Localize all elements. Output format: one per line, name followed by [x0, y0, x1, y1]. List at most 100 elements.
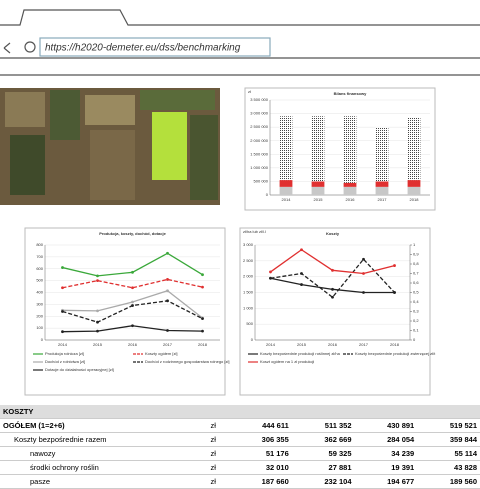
x-tick-label: 2018	[390, 342, 400, 347]
y-tick-label: 500	[36, 278, 43, 283]
table-cell: 430 891	[354, 418, 418, 433]
table-cell: środki ochrony roślin	[0, 460, 208, 475]
point	[201, 317, 204, 321]
table-cell: zł	[207, 446, 230, 461]
point	[362, 257, 365, 261]
y-tick-label: 3 500 000	[250, 97, 269, 102]
y-tick-label: 2 500 000	[250, 124, 269, 129]
chart-title: Bilans finansowy	[334, 91, 367, 96]
point	[131, 304, 134, 307]
y-tick-label: 500	[246, 321, 253, 326]
point	[131, 300, 134, 304]
y-tick-label: 0	[251, 337, 254, 342]
x-tick-label: 2014	[58, 342, 68, 347]
table-cell: 189 560	[417, 474, 480, 489]
point	[166, 289, 169, 293]
table-cell: 59 325	[291, 446, 355, 461]
point	[61, 266, 64, 269]
table-cell: Koszty bezpośrednie razem	[0, 432, 208, 447]
y-tick-label: 200	[36, 313, 43, 318]
legend-label: Dotacje do działalności operacyjnej [zł]	[45, 367, 114, 372]
y2-tick-label: 1	[413, 242, 416, 247]
y-tick-label: 2 500	[243, 258, 254, 263]
table-title: KOSZTY	[0, 405, 480, 419]
point	[131, 286, 134, 290]
x-tick-label: 2015	[297, 342, 307, 347]
bar	[407, 180, 421, 187]
table-cell: 444 611	[229, 418, 292, 433]
table-cell: zł	[207, 474, 230, 489]
browser-frame	[0, 9, 480, 76]
data-table: KOSZTY OGÓŁEM (1=2+6) zł 444 611 511 352 430 …	[0, 405, 480, 489]
table-cell: 519 521	[417, 418, 480, 433]
header-row: KOSZTY	[0, 405, 480, 419]
table-cell: 32 010	[229, 460, 292, 475]
table-cell: 27 881	[291, 460, 355, 475]
point	[166, 278, 169, 281]
y-tick-label: 0	[41, 337, 44, 342]
screenshot: https://h2020-demeter.eu/dss/benchmarkin…	[0, 9, 480, 396]
table-cell: OGÓŁEM (1=2+6)	[0, 418, 208, 433]
point	[393, 264, 396, 267]
y-tick-label: 800	[36, 242, 43, 247]
y-tick-label: 1 500 000	[250, 151, 269, 156]
point	[269, 276, 272, 280]
point	[61, 286, 64, 290]
y-tick-label: 1 000	[243, 305, 254, 310]
y-tick-label: 500 000	[254, 178, 269, 183]
table-cell: 43 828	[417, 460, 480, 475]
x-tick-label: 2017	[163, 342, 173, 347]
bar	[311, 181, 325, 187]
legend-label: Koszt ogółem na 1 zł produkcji	[260, 359, 314, 364]
point	[96, 320, 99, 324]
y2-tick-label: 0	[413, 337, 416, 342]
legend-label: Dochód z rolnictwa [zł]	[45, 359, 85, 364]
table-cell: zł	[207, 418, 230, 433]
x-tick-label: 2018	[198, 342, 208, 347]
x-tick-label: 2018	[410, 197, 420, 202]
bar	[279, 180, 293, 187]
point	[96, 274, 99, 278]
x-tick-label: 2014	[282, 197, 292, 202]
x-tick-label: 2016	[346, 197, 356, 202]
bar	[407, 117, 421, 181]
bar	[343, 116, 357, 183]
x-tick-label: 2015	[93, 342, 103, 347]
table-cell: 194 677	[354, 474, 418, 489]
point	[331, 268, 334, 272]
point	[131, 324, 134, 328]
aerial-image	[0, 88, 220, 205]
y2-tick-label: 0,3	[413, 309, 419, 314]
y2-tick-label: 0,9	[413, 252, 419, 257]
table-cell: 359 844	[417, 432, 480, 447]
legend-label: Koszty bezpośrednie produkcji roślinnej …	[260, 351, 341, 356]
bar	[279, 116, 293, 181]
y2-tick-label: 0,7	[413, 271, 419, 276]
point	[362, 272, 365, 275]
point	[331, 287, 334, 291]
y-tick-label: 3 000 000	[250, 111, 269, 116]
legend-label: Produkcja rolnicza [zł]	[45, 351, 84, 356]
table-row: pasze zł 187 660 232 104 194 677 189 560	[0, 474, 480, 489]
bar	[311, 116, 325, 182]
table-row: OGÓŁEM (1=2+6) zł 444 611 511 352 430 891 519…	[0, 418, 480, 433]
x-tick-label: 2017	[378, 197, 388, 202]
point	[201, 329, 204, 333]
y2-tick-label: 0,1	[413, 328, 419, 333]
chart-frame	[244, 87, 436, 211]
point	[300, 248, 303, 252]
x-tick-label: 2016	[328, 342, 338, 347]
point	[166, 299, 169, 303]
y2-tick-label: 0,8	[413, 261, 419, 266]
x-tick-label: 2016	[128, 342, 138, 347]
point	[201, 273, 204, 277]
table-cell: 511 352	[291, 418, 355, 433]
table-cell: 19 391	[354, 460, 418, 475]
chart-frame	[239, 227, 431, 396]
table-cell: 362 669	[291, 432, 355, 447]
url[interactable]: https://h2020-demeter.eu/dss/benchmarkin…	[45, 43, 241, 54]
chart-title: Koszty	[326, 231, 340, 236]
y-tick-label: 2 000	[243, 274, 254, 279]
y-tick-label: 1 500	[243, 290, 254, 295]
